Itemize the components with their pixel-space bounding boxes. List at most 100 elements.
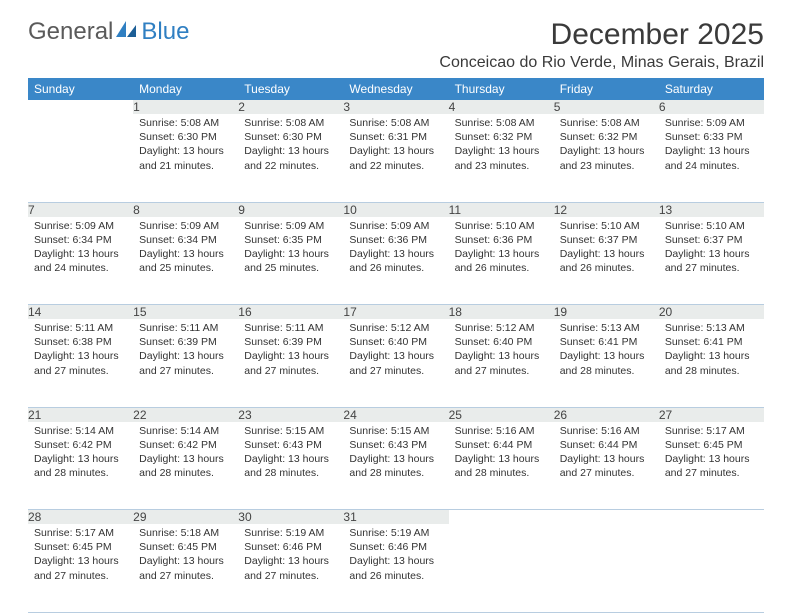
sunset-text: Sunset: 6:41 PM [560,335,653,349]
day-number: 2 [238,100,343,114]
day-cell: Sunrise: 5:08 AMSunset: 6:31 PMDaylight:… [343,114,448,202]
calendar-table: SundayMondayTuesdayWednesdayThursdayFrid… [28,78,764,613]
sunset-text: Sunset: 6:44 PM [455,438,548,452]
header: General Blue December 2025 Conceicao do … [28,18,764,72]
daylight-text: and 23 minutes. [560,159,653,173]
day-cell: Sunrise: 5:15 AMSunset: 6:43 PMDaylight:… [343,422,448,510]
day-details: Sunrise: 5:17 AMSunset: 6:45 PMDaylight:… [28,524,133,587]
daylight-text: Daylight: 13 hours [349,144,442,158]
day-number: 14 [28,305,133,320]
sunrise-text: Sunrise: 5:08 AM [349,116,442,130]
sunset-text: Sunset: 6:34 PM [139,233,232,247]
sunset-text: Sunset: 6:37 PM [665,233,758,247]
day-details: Sunrise: 5:10 AMSunset: 6:37 PMDaylight:… [659,217,764,280]
daylight-text: Daylight: 13 hours [244,144,337,158]
daylight-text: and 24 minutes. [34,261,127,275]
sunrise-text: Sunrise: 5:15 AM [244,424,337,438]
sunset-text: Sunset: 6:34 PM [34,233,127,247]
daylight-text: Daylight: 13 hours [349,349,442,363]
sunset-text: Sunset: 6:45 PM [34,540,127,554]
daylight-text: and 26 minutes. [455,261,548,275]
sunset-text: Sunset: 6:42 PM [139,438,232,452]
day-number: 24 [343,407,448,422]
daylight-text: Daylight: 13 hours [560,452,653,466]
day-cell: Sunrise: 5:17 AMSunset: 6:45 PMDaylight:… [28,524,133,612]
week-row: Sunrise: 5:09 AMSunset: 6:34 PMDaylight:… [28,217,764,305]
day-details: Sunrise: 5:08 AMSunset: 6:32 PMDaylight:… [449,114,554,177]
sunset-text: Sunset: 6:30 PM [244,130,337,144]
sunset-text: Sunset: 6:40 PM [349,335,442,349]
sunrise-text: Sunrise: 5:09 AM [139,219,232,233]
brand-part2: Blue [141,18,189,46]
day-header: Saturday [659,78,764,100]
day-number: 13 [659,202,764,217]
day-cell: Sunrise: 5:17 AMSunset: 6:45 PMDaylight:… [659,422,764,510]
day-cell: Sunrise: 5:14 AMSunset: 6:42 PMDaylight:… [133,422,238,510]
day-details: Sunrise: 5:09 AMSunset: 6:33 PMDaylight:… [659,114,764,177]
sunrise-text: Sunrise: 5:08 AM [560,116,653,130]
sunset-text: Sunset: 6:44 PM [560,438,653,452]
day-header: Friday [554,78,659,100]
daylight-text: Daylight: 13 hours [665,452,758,466]
day-cell: Sunrise: 5:08 AMSunset: 6:32 PMDaylight:… [554,114,659,202]
day-details: Sunrise: 5:09 AMSunset: 6:35 PMDaylight:… [238,217,343,280]
sunrise-text: Sunrise: 5:10 AM [455,219,548,233]
sunset-text: Sunset: 6:42 PM [34,438,127,452]
week-row: Sunrise: 5:14 AMSunset: 6:42 PMDaylight:… [28,422,764,510]
daylight-text: Daylight: 13 hours [244,554,337,568]
week-row: Sunrise: 5:11 AMSunset: 6:38 PMDaylight:… [28,319,764,407]
sunrise-text: Sunrise: 5:16 AM [560,424,653,438]
daynum-row: 28293031 [28,510,764,525]
daylight-text: Daylight: 13 hours [244,247,337,261]
sunset-text: Sunset: 6:37 PM [560,233,653,247]
sunset-text: Sunset: 6:43 PM [244,438,337,452]
sunrise-text: Sunrise: 5:19 AM [244,526,337,540]
day-number: 21 [28,407,133,422]
day-number: 26 [554,407,659,422]
day-details: Sunrise: 5:11 AMSunset: 6:38 PMDaylight:… [28,319,133,382]
day-number: 11 [449,202,554,217]
daylight-text: Daylight: 13 hours [139,349,232,363]
daylight-text: Daylight: 13 hours [34,247,127,261]
daylight-text: and 21 minutes. [139,159,232,173]
daylight-text: Daylight: 13 hours [349,452,442,466]
day-number: 4 [449,100,554,114]
day-number: 17 [343,305,448,320]
daylight-text: Daylight: 13 hours [349,247,442,261]
daylight-text: and 24 minutes. [665,159,758,173]
daylight-text: Daylight: 13 hours [244,452,337,466]
day-cell: Sunrise: 5:19 AMSunset: 6:46 PMDaylight:… [343,524,448,612]
day-number: 5 [554,100,659,114]
daylight-text: and 28 minutes. [560,364,653,378]
day-number: 27 [659,407,764,422]
daylight-text: and 26 minutes. [349,261,442,275]
daylight-text: Daylight: 13 hours [34,349,127,363]
day-details: Sunrise: 5:19 AMSunset: 6:46 PMDaylight:… [238,524,343,587]
daylight-text: and 22 minutes. [244,159,337,173]
daylight-text: and 27 minutes. [349,364,442,378]
day-cell: Sunrise: 5:13 AMSunset: 6:41 PMDaylight:… [659,319,764,407]
empty-cell [28,100,133,114]
day-details: Sunrise: 5:17 AMSunset: 6:45 PMDaylight:… [659,422,764,485]
daylight-text: and 27 minutes. [34,364,127,378]
day-cell: Sunrise: 5:08 AMSunset: 6:30 PMDaylight:… [133,114,238,202]
daylight-text: Daylight: 13 hours [244,349,337,363]
sunset-text: Sunset: 6:46 PM [244,540,337,554]
day-cell: Sunrise: 5:14 AMSunset: 6:42 PMDaylight:… [28,422,133,510]
day-number: 30 [238,510,343,525]
sunset-text: Sunset: 6:41 PM [665,335,758,349]
day-details: Sunrise: 5:16 AMSunset: 6:44 PMDaylight:… [554,422,659,485]
day-details: Sunrise: 5:08 AMSunset: 6:32 PMDaylight:… [554,114,659,177]
day-number: 16 [238,305,343,320]
daylight-text: Daylight: 13 hours [139,247,232,261]
sunset-text: Sunset: 6:43 PM [349,438,442,452]
daylight-text: and 28 minutes. [34,466,127,480]
day-number: 15 [133,305,238,320]
daylight-text: and 27 minutes. [139,364,232,378]
day-cell: Sunrise: 5:08 AMSunset: 6:32 PMDaylight:… [449,114,554,202]
sunset-text: Sunset: 6:35 PM [244,233,337,247]
day-details: Sunrise: 5:15 AMSunset: 6:43 PMDaylight:… [343,422,448,485]
sunrise-text: Sunrise: 5:09 AM [665,116,758,130]
day-details: Sunrise: 5:08 AMSunset: 6:30 PMDaylight:… [133,114,238,177]
sunrise-text: Sunrise: 5:08 AM [455,116,548,130]
